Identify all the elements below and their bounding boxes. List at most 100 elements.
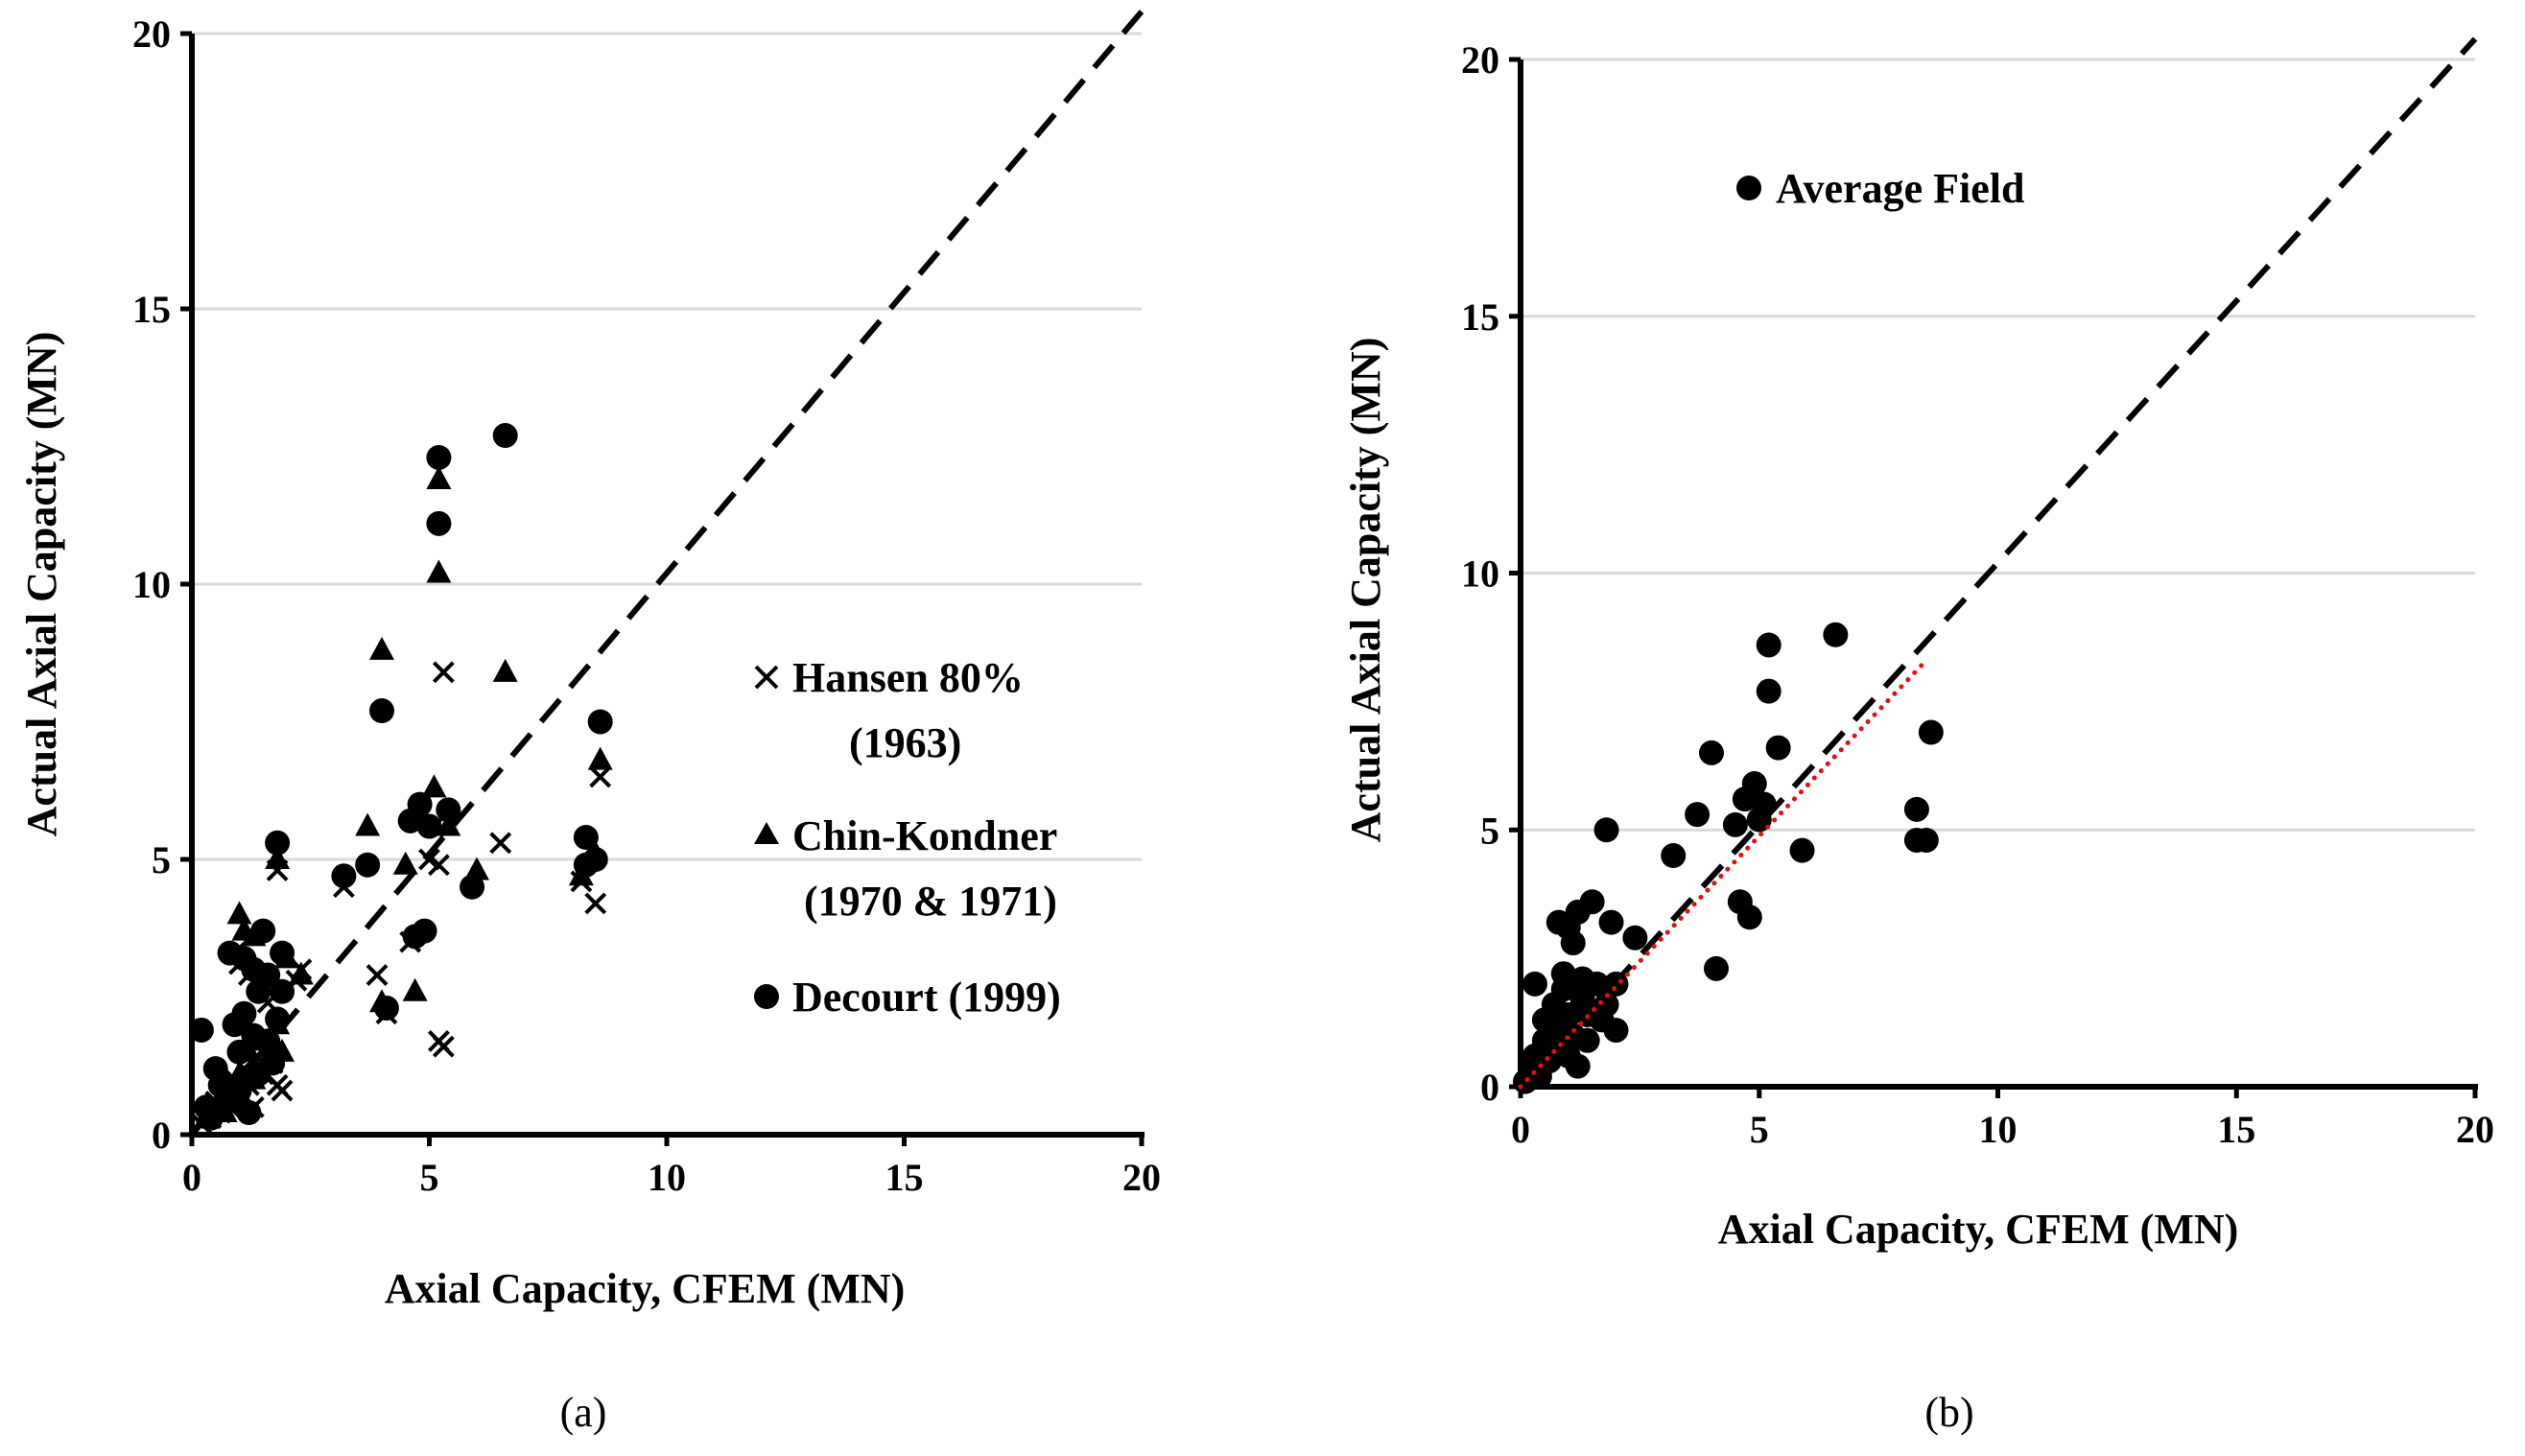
data-point-circle: [265, 1006, 291, 1032]
data-point-circle: [1789, 837, 1815, 863]
data-point-circle: [331, 863, 357, 889]
data-point-triangle: [426, 559, 452, 583]
grid-a: [192, 32, 1142, 861]
y-tick-label: 15: [1461, 295, 1499, 339]
x-axis-title-a: Axial Capacity, CFEM (MN): [385, 1265, 906, 1312]
y-tick-label: 10: [132, 563, 171, 606]
data-point-circle: [1685, 802, 1711, 828]
data-point-circle: [582, 847, 608, 872]
data-point-circle: [492, 423, 518, 449]
cross-stroke: [432, 1035, 455, 1058]
data-point-circle: [1703, 955, 1729, 981]
x-tick-label: 0: [182, 1156, 201, 1199]
data-point-circle: [426, 444, 452, 470]
legend-b: Average Field: [1736, 165, 2024, 212]
data-point-circle: [255, 1028, 281, 1054]
data-point-circle: [260, 1050, 286, 1076]
data-point-circle: [231, 1000, 257, 1026]
data-point-circle: [1603, 1018, 1629, 1044]
grid-b: [1521, 58, 2475, 832]
legend-label-decourt: Decourt (1999): [792, 974, 1061, 1021]
y-tick-label: 5: [1480, 809, 1499, 852]
data-point-cross: [366, 964, 389, 986]
y-axis-title-a: Actual Axial Capacity (MN): [18, 332, 65, 837]
fit-line-b: [1518, 658, 1929, 1090]
x-tick-label: 10: [1979, 1108, 2018, 1151]
data-point-circle: [1756, 678, 1782, 704]
data-point-circle: [1593, 992, 1619, 1018]
data-point-circle: [460, 874, 485, 900]
data-point-circle: [1574, 1027, 1600, 1053]
data-point-circle: [1722, 811, 1748, 837]
data-point-circle: [1903, 796, 1929, 822]
cross-stroke: [432, 661, 455, 684]
data-point-circle: [1765, 735, 1791, 761]
data-point-circle: [1565, 1053, 1591, 1079]
data-point-triangle: [464, 857, 489, 881]
data-point-cross: [271, 1079, 294, 1102]
caption-b: (b): [1924, 1389, 1973, 1436]
data-point-triangle: [426, 465, 452, 489]
data-point-circle: [1598, 909, 1624, 935]
data-point-circle: [1603, 971, 1629, 997]
data-point-triangle: [492, 658, 518, 682]
data-point-cross: [432, 1035, 455, 1058]
data-point-circle: [1560, 930, 1586, 956]
data-point-circle: [1918, 719, 1944, 745]
data-point-circle: [265, 830, 291, 856]
data-point-cross: [432, 661, 455, 684]
data-point-circle: [270, 978, 295, 1004]
x-tick-label: 5: [1750, 1108, 1769, 1151]
reference-line-b: [1518, 36, 2478, 1090]
data-point-circle: [1593, 817, 1619, 843]
y-tick-label: 10: [1461, 552, 1499, 596]
data-point-circle: [407, 791, 433, 817]
panel-a: 0 5 10 15 20 0 5 10 15 20 Axial Capacity, CFEM (M…: [18, 10, 1161, 1436]
data-point-circle: [1913, 827, 1939, 853]
data-point-circle: [373, 995, 399, 1021]
data-point-circle: [1584, 971, 1610, 997]
panel-b: 0 5 10 15 20 0 5 10 15 20 Axial Capacity, CFEM (M…: [1342, 36, 2494, 1436]
data-point-circle: [1622, 925, 1648, 951]
cross-stroke: [418, 848, 440, 871]
y-tick-label: 20: [132, 12, 171, 56]
data-point-triangle: [226, 901, 252, 925]
caption-a: (a): [560, 1389, 607, 1436]
data-point-triangle: [392, 851, 418, 875]
data-point-triangle: [355, 812, 381, 836]
data-point-circle: [1741, 771, 1767, 797]
cross-stroke: [366, 964, 389, 986]
data-point-circle: [1756, 632, 1782, 658]
data-point-circle: [236, 1100, 262, 1126]
data-point-cross: [584, 892, 607, 915]
legend-circle-icon: [754, 984, 779, 1009]
data-point-circle: [1522, 971, 1547, 997]
data-point-circle: [416, 813, 442, 839]
data-point-circle: [1823, 622, 1849, 647]
cross-stroke: [584, 892, 607, 915]
cross-stroke: [427, 854, 450, 877]
cross-stroke: [589, 765, 612, 788]
data-point-circle: [198, 1105, 224, 1131]
data-point-circle: [188, 1017, 214, 1043]
data-point-circle: [226, 1039, 252, 1065]
data-point-cross: [489, 832, 512, 855]
y-tick-label: 0: [152, 1114, 171, 1157]
x-tick-label: 20: [2456, 1108, 2494, 1151]
y-tick-label: 5: [152, 838, 171, 881]
data-point-circle: [1736, 904, 1762, 930]
data-point-circle: [412, 918, 437, 944]
data-point-circle: [250, 918, 276, 944]
legend-triangle-icon: [754, 822, 779, 844]
data-point-triangle: [402, 977, 428, 1001]
data-point-circle: [1579, 889, 1605, 915]
data-point-circle: [369, 698, 394, 724]
x-axis-title-b: Axial Capacity, CFEM (MN): [1718, 1206, 2239, 1253]
legend-label-average-field: Average Field: [1776, 165, 2024, 212]
legend-a: Hansen 80% (1963) Chin-Kondner (1970 & 1…: [754, 654, 1061, 1021]
points-b: [1512, 622, 1944, 1094]
reference-line-a: [189, 10, 1145, 1137]
cross-stroke: [271, 1079, 294, 1102]
data-point-circle: [355, 852, 381, 878]
data-point-circle: [255, 962, 281, 988]
